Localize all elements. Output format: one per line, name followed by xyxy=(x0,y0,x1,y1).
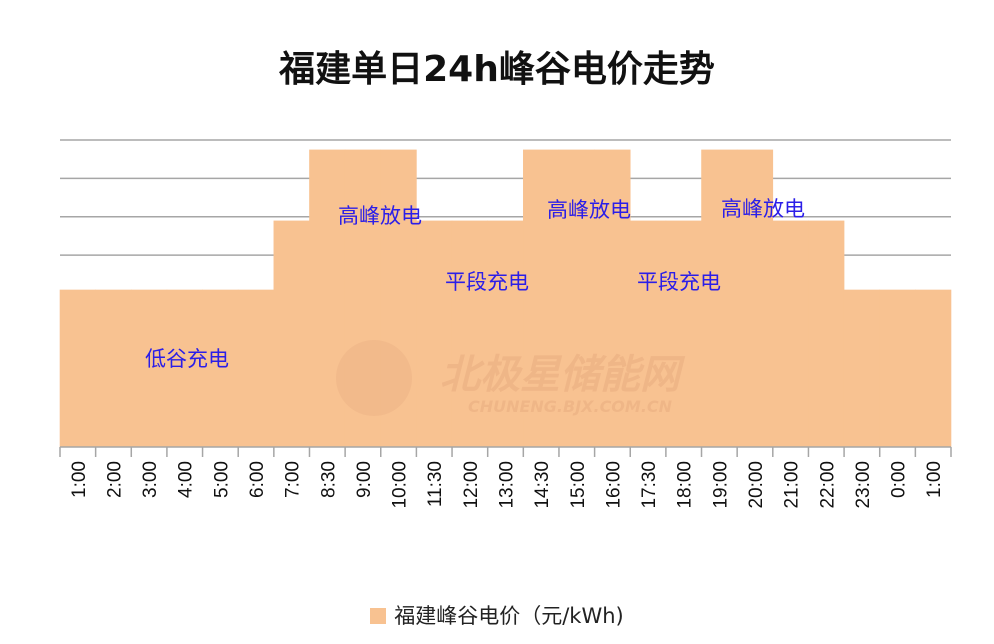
x-tick-label: 13:00 xyxy=(497,461,518,509)
annotation-label: 平段充电 xyxy=(445,270,529,294)
area-step xyxy=(344,149,382,447)
legend-swatch xyxy=(370,608,387,624)
legend: 福建峰谷电价（元/kWh) xyxy=(0,600,994,630)
x-tick-label: 12:00 xyxy=(461,461,482,509)
area-step xyxy=(273,220,310,447)
area-step xyxy=(416,220,453,447)
area-step xyxy=(843,289,881,447)
x-tick-label: 3:00 xyxy=(140,461,161,498)
watermark-subtext: CHUNENG.BJX.COM.CN xyxy=(468,397,673,416)
x-tick-label: 15:00 xyxy=(568,461,589,509)
x-tick-label: 4:00 xyxy=(176,461,197,498)
x-tick-label: 20:00 xyxy=(746,461,767,509)
area-step xyxy=(701,149,738,447)
x-tick-label: 10:00 xyxy=(390,461,411,509)
area-step xyxy=(879,289,916,447)
x-tick-label: 2:00 xyxy=(104,461,125,498)
x-tick-label: 0:00 xyxy=(889,461,910,498)
x-tick-label: 11:30 xyxy=(425,461,446,507)
x-tick-label: 19:00 xyxy=(710,461,731,509)
area-step xyxy=(629,220,667,447)
chart-title: 福建单日24h峰谷电价走势 xyxy=(279,49,715,90)
area-step xyxy=(237,289,275,447)
annotation-label: 高峰放电 xyxy=(547,198,631,222)
annotation-label: 平段充电 xyxy=(637,270,721,294)
legend-label: 福建峰谷电价（元/kWh) xyxy=(394,604,624,628)
x-tick-label: 21:00 xyxy=(782,461,803,509)
x-tick-label: 1:00 xyxy=(69,461,90,498)
area-step xyxy=(915,289,952,447)
area-step xyxy=(451,220,488,447)
x-tick-label: 5:00 xyxy=(211,461,232,498)
area-step xyxy=(130,289,168,447)
watermark-emblem-icon xyxy=(336,340,412,416)
x-tick-label: 23:00 xyxy=(853,461,874,509)
area-step xyxy=(772,220,809,447)
annotation-label: 高峰放电 xyxy=(338,204,422,228)
x-tick-label: 1:00 xyxy=(924,461,945,498)
x-tick-label: 9:00 xyxy=(354,461,375,498)
area-step xyxy=(808,220,845,447)
area-step xyxy=(665,220,702,447)
annotation-label: 高峰放电 xyxy=(721,197,805,221)
area-step xyxy=(558,149,595,447)
area-step xyxy=(736,149,774,447)
area-step xyxy=(309,149,346,447)
area-step xyxy=(166,289,203,447)
x-tick-label: 17:30 xyxy=(639,461,660,509)
area-step xyxy=(202,289,239,447)
area-step xyxy=(59,289,96,447)
area-step xyxy=(523,149,560,447)
watermark-logo: 北极星储能网 xyxy=(440,352,686,398)
x-tick-label: 18:00 xyxy=(675,461,696,509)
x-tick-label: 7:00 xyxy=(283,461,304,498)
x-tick-label: 8:30 xyxy=(318,461,339,498)
annotation-label: 低谷充电 xyxy=(145,347,229,371)
area-step xyxy=(487,220,524,447)
area-step xyxy=(95,289,132,447)
x-tick-label: 22:00 xyxy=(817,461,838,509)
x-tick-label: 16:00 xyxy=(603,461,624,509)
area-step xyxy=(380,149,417,447)
x-tick-label: 14:30 xyxy=(532,461,553,509)
x-tick-label: 6:00 xyxy=(247,461,268,498)
area-step xyxy=(594,149,631,447)
